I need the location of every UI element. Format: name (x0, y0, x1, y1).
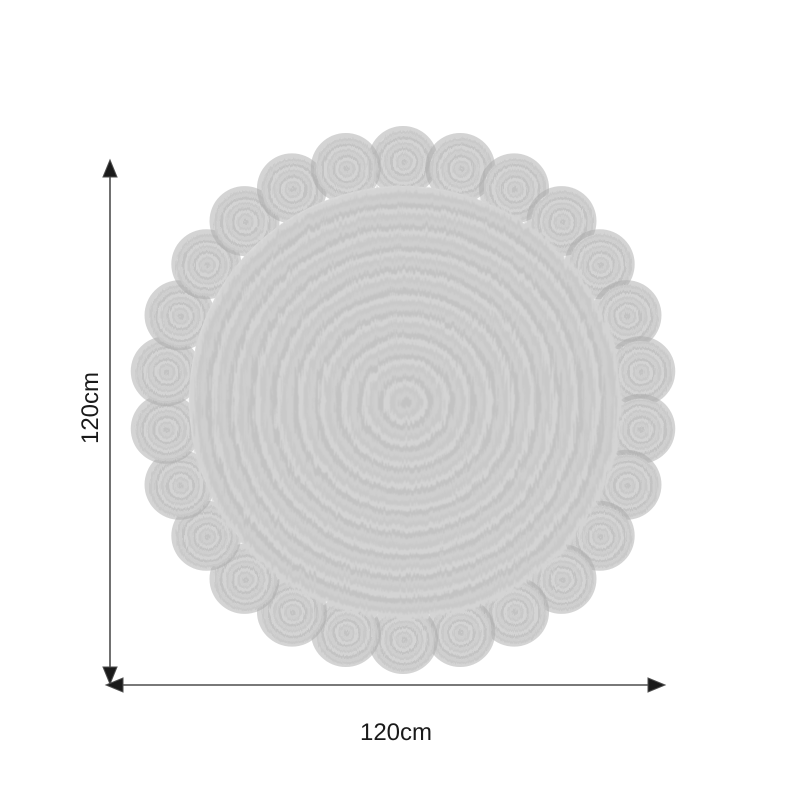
svg-text:120cm: 120cm (77, 372, 104, 444)
svg-text:120cm: 120cm (360, 719, 432, 746)
